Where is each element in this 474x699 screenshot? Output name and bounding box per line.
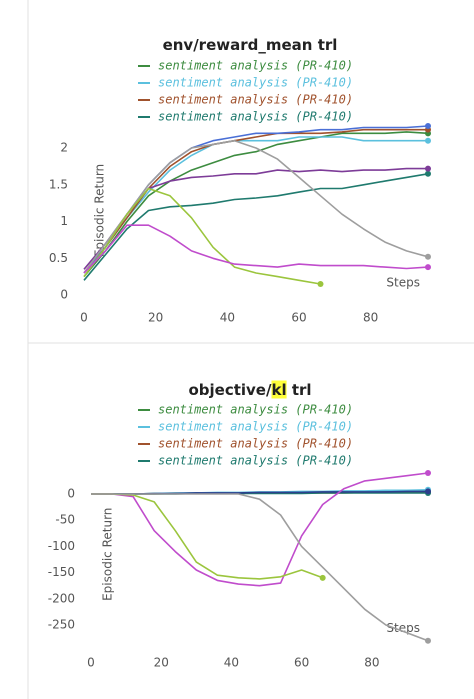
end-marker xyxy=(425,123,431,129)
series-line xyxy=(83,167,428,270)
end-marker xyxy=(425,165,431,172)
x-tick-label: 20 xyxy=(154,656,169,670)
end-marker xyxy=(317,280,324,287)
y-tick-label: 1 xyxy=(60,214,68,228)
end-marker xyxy=(425,470,431,477)
y-tick-label: -150 xyxy=(48,565,75,579)
y-tick-label: -50 xyxy=(55,513,75,527)
y-tick-label: 0.5 xyxy=(49,251,68,265)
legend-label: sentiment analysis (PR-410) xyxy=(158,110,353,124)
title-part: objective/ xyxy=(188,381,272,399)
x-axis-label: Steps xyxy=(386,621,420,635)
x-tick-label: 40 xyxy=(220,311,235,325)
y-tick-label: 0 xyxy=(67,486,75,500)
end-marker xyxy=(425,488,431,495)
x-tick-label: 0 xyxy=(80,311,88,325)
search-highlight xyxy=(271,380,287,399)
legend-label: sentiment analysis (PR-410) xyxy=(158,76,353,90)
y-tick-label: 0 xyxy=(60,288,68,302)
x-axis-label: Steps xyxy=(386,276,420,290)
end-marker xyxy=(425,637,431,644)
chart-title: env/reward_mean trl xyxy=(163,36,338,54)
series-line xyxy=(83,224,429,274)
legend-label: sentiment analysis (PR-410) xyxy=(158,93,353,107)
end-marker xyxy=(319,574,326,581)
series-line xyxy=(83,173,429,281)
series-line xyxy=(83,131,429,278)
y-tick-label: 2 xyxy=(60,141,68,155)
title-part: trl xyxy=(287,381,312,399)
y-axis-label: Episodic Return xyxy=(101,508,115,601)
x-tick-label: 0 xyxy=(87,656,95,670)
series-line xyxy=(83,187,321,285)
end-marker xyxy=(425,264,431,271)
end-marker xyxy=(425,170,431,177)
x-tick-label: 40 xyxy=(224,656,239,670)
x-tick-label: 80 xyxy=(363,311,378,325)
y-tick-label: -100 xyxy=(48,539,75,553)
x-tick-label: 80 xyxy=(364,656,379,670)
series-line xyxy=(91,493,429,642)
legend-label: sentiment analysis (PR-410) xyxy=(158,437,353,451)
title-part: env/reward_mean trl xyxy=(163,36,338,54)
x-tick-label: 60 xyxy=(291,311,306,325)
y-tick-label: -250 xyxy=(48,617,75,631)
legend-label: sentiment analysis (PR-410) xyxy=(158,403,353,417)
x-tick-label: 20 xyxy=(148,311,163,325)
end-marker xyxy=(425,253,431,260)
legend-label: sentiment analysis (PR-410) xyxy=(158,454,353,468)
series-line xyxy=(91,472,429,587)
title-part: kl xyxy=(271,381,286,399)
series-line xyxy=(83,136,428,274)
series-line xyxy=(83,139,429,274)
legend-label: sentiment analysis (PR-410) xyxy=(158,420,353,434)
y-tick-label: 1.5 xyxy=(49,177,68,191)
chart-title: objective/kl trl xyxy=(188,381,311,399)
end-marker xyxy=(425,137,431,144)
y-axis-label: Episodic Return xyxy=(93,164,107,257)
y-tick-label: -200 xyxy=(48,591,75,605)
series-line xyxy=(91,493,323,580)
x-tick-label: 60 xyxy=(294,656,309,670)
legend-label: sentiment analysis (PR-410) xyxy=(158,59,353,73)
